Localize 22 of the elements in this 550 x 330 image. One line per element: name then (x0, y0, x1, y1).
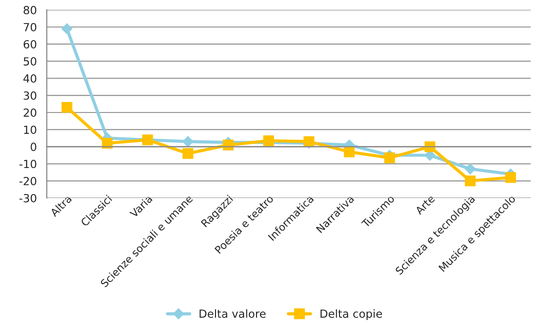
y-tick-label: 40 (23, 74, 36, 83)
y-tick-label: -10 (19, 160, 36, 168)
point (62, 102, 72, 113)
legend-label: Delta valore (200, 309, 266, 318)
y-tick-label: 30 (24, 91, 36, 100)
y-tick-label: -30 (19, 194, 36, 202)
point (464, 164, 476, 174)
point (61, 23, 72, 34)
point (505, 172, 516, 183)
legend-label: Delta copie (320, 309, 382, 320)
point (384, 152, 395, 164)
y-tick-label: 20 (24, 108, 36, 117)
y-tick-label: 80 (24, 6, 36, 14)
y-tick-label: 10 (24, 126, 36, 134)
point (464, 176, 476, 186)
point (182, 136, 194, 147)
y-tick-label: 70 (24, 22, 36, 32)
y-tick-label: 0 (30, 142, 36, 152)
point (182, 148, 194, 159)
y-tick-label: -20 (19, 176, 36, 186)
y-tick-label: 60 (24, 40, 36, 48)
y-tick-label: 50 (24, 57, 36, 66)
